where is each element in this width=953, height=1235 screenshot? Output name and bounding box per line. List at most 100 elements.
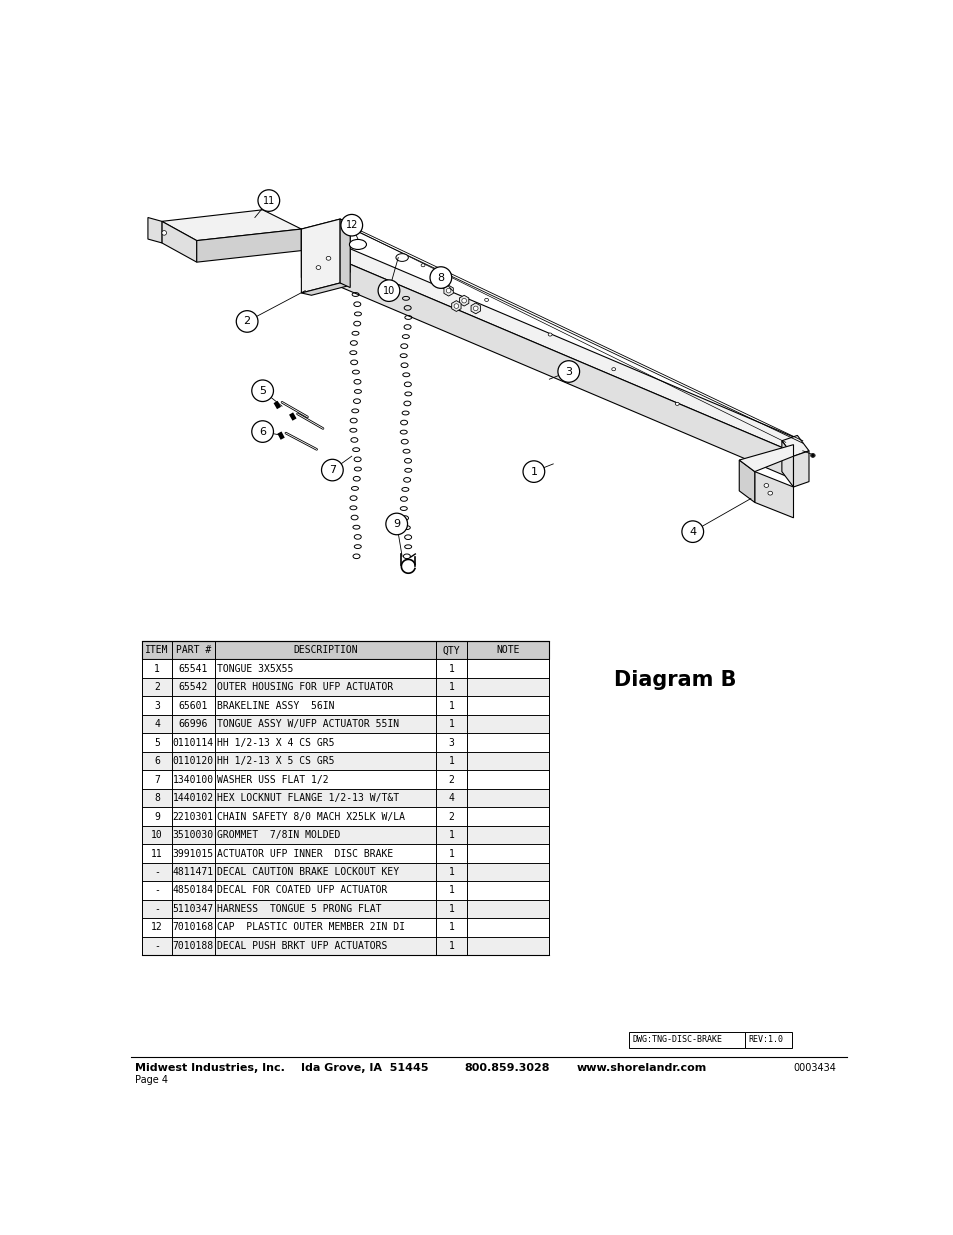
Text: DWG:TNG-DISC-BRAKE: DWG:TNG-DISC-BRAKE (632, 1035, 721, 1045)
Text: HARNESS  TONGUE 5 PRONG FLAT: HARNESS TONGUE 5 PRONG FLAT (216, 904, 381, 914)
Text: 1: 1 (448, 867, 454, 877)
Text: 2: 2 (448, 774, 454, 784)
Polygon shape (301, 219, 350, 235)
Text: 0110120: 0110120 (172, 756, 213, 766)
Text: 4: 4 (154, 719, 160, 729)
Bar (142, 715, 549, 734)
Polygon shape (309, 231, 793, 452)
Bar (744, 1032, 791, 1047)
Circle shape (430, 267, 452, 288)
Text: 4850184: 4850184 (172, 885, 213, 895)
Text: 1: 1 (448, 941, 454, 951)
Bar (142, 771, 549, 789)
Text: 1: 1 (448, 830, 454, 840)
Polygon shape (767, 492, 772, 495)
Text: 800.859.3028: 800.859.3028 (464, 1063, 549, 1073)
Text: 9: 9 (154, 811, 160, 821)
Text: 6: 6 (154, 756, 160, 766)
Text: 8: 8 (436, 273, 444, 283)
Polygon shape (675, 403, 679, 405)
Text: 2: 2 (243, 316, 251, 326)
Text: www.shorelandr.com: www.shorelandr.com (576, 1063, 706, 1073)
Text: CAP  PLASTIC OUTER MEMBER 2IN DI: CAP PLASTIC OUTER MEMBER 2IN DI (216, 923, 404, 932)
Polygon shape (420, 264, 424, 267)
Bar (142, 789, 549, 808)
Text: 4811471: 4811471 (172, 867, 213, 877)
Text: NOTE: NOTE (496, 645, 519, 656)
Text: GROMMET  7/8IN MOLDED: GROMMET 7/8IN MOLDED (216, 830, 340, 840)
Text: PART #: PART # (175, 645, 211, 656)
Text: 8: 8 (154, 793, 160, 803)
Polygon shape (340, 219, 350, 288)
Polygon shape (162, 221, 196, 262)
Text: 65542: 65542 (178, 682, 208, 692)
Text: TONGUE 3X5X55: TONGUE 3X5X55 (216, 663, 293, 674)
Text: 2210301: 2210301 (172, 811, 213, 821)
Text: -: - (154, 867, 160, 877)
Text: 1: 1 (448, 663, 454, 674)
Polygon shape (326, 257, 331, 261)
Circle shape (321, 459, 343, 480)
Text: HH 1/2-13 X 4 CS GR5: HH 1/2-13 X 4 CS GR5 (216, 737, 334, 747)
Text: 2: 2 (154, 682, 160, 692)
Polygon shape (781, 441, 793, 487)
Polygon shape (484, 299, 488, 301)
Text: 65601: 65601 (178, 700, 208, 710)
Text: QTY: QTY (442, 645, 460, 656)
Text: 1: 1 (154, 663, 160, 674)
Polygon shape (473, 306, 477, 311)
Polygon shape (357, 228, 361, 232)
Bar (142, 826, 549, 845)
Polygon shape (162, 210, 301, 241)
Polygon shape (763, 484, 768, 488)
Text: 1: 1 (448, 700, 454, 710)
Polygon shape (754, 472, 793, 517)
Circle shape (681, 521, 703, 542)
Text: 6: 6 (259, 426, 266, 436)
Text: 0110114: 0110114 (172, 737, 213, 747)
Text: WASHER USS FLAT 1/2: WASHER USS FLAT 1/2 (216, 774, 328, 784)
Text: 10: 10 (382, 285, 395, 295)
Polygon shape (793, 451, 808, 487)
Text: -: - (154, 941, 160, 951)
Circle shape (236, 311, 257, 332)
Text: 3510030: 3510030 (172, 830, 213, 840)
Circle shape (257, 190, 279, 211)
Text: 7: 7 (154, 774, 160, 784)
Text: Midwest Industries, Inc.: Midwest Industries, Inc. (134, 1063, 284, 1073)
Text: 5: 5 (154, 737, 160, 747)
Text: CHAIN SAFETY 8/0 MACH X25LK W/LA: CHAIN SAFETY 8/0 MACH X25LK W/LA (216, 811, 404, 821)
Text: 1: 1 (448, 904, 454, 914)
Text: 1340100: 1340100 (172, 774, 213, 784)
Text: DECAL CAUTION BRAKE LOCKOUT KEY: DECAL CAUTION BRAKE LOCKOUT KEY (216, 867, 398, 877)
Text: 1: 1 (448, 923, 454, 932)
Text: -: - (154, 904, 160, 914)
Circle shape (252, 380, 274, 401)
Polygon shape (611, 368, 615, 370)
Text: 5: 5 (259, 385, 266, 395)
Bar (142, 882, 549, 900)
Circle shape (522, 461, 544, 483)
Text: OUTER HOUSING FOR UFP ACTUATOR: OUTER HOUSING FOR UFP ACTUATOR (216, 682, 393, 692)
Polygon shape (301, 228, 311, 283)
Text: 3: 3 (448, 737, 454, 747)
Text: DECAL PUSH BRKT UFP ACTUATORS: DECAL PUSH BRKT UFP ACTUATORS (216, 941, 387, 951)
Ellipse shape (395, 253, 408, 262)
Text: ITEM: ITEM (145, 645, 169, 656)
Polygon shape (461, 299, 466, 303)
Bar (142, 900, 549, 918)
Text: 7010168: 7010168 (172, 923, 213, 932)
Text: 1440102: 1440102 (172, 793, 213, 803)
Polygon shape (162, 231, 167, 235)
Text: TONGUE ASSY W/UFP ACTUATOR 55IN: TONGUE ASSY W/UFP ACTUATOR 55IN (216, 719, 398, 729)
Text: DECAL FOR COATED UFP ACTUATOR: DECAL FOR COATED UFP ACTUATOR (216, 885, 387, 895)
Text: 66996: 66996 (178, 719, 208, 729)
Polygon shape (810, 453, 815, 457)
Text: 9: 9 (393, 519, 400, 529)
Text: 1: 1 (448, 756, 454, 766)
Bar (142, 845, 549, 863)
Text: Diagram B: Diagram B (614, 669, 736, 689)
Text: 4: 4 (688, 526, 696, 537)
Text: 1: 1 (448, 682, 454, 692)
Bar (142, 918, 549, 936)
